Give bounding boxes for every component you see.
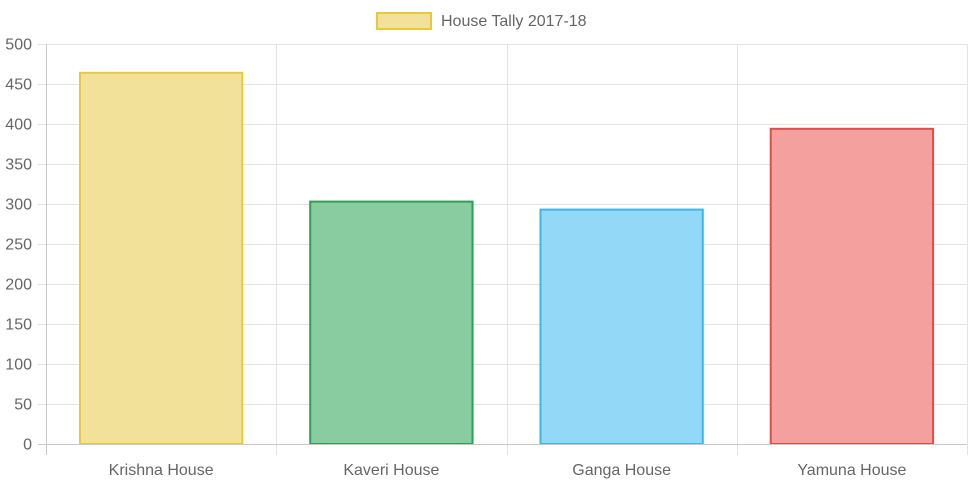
- y-tick-label: 50: [14, 397, 32, 414]
- y-tick-labels: 0 50 100 150 200 250 300 350 400 450 500: [5, 37, 32, 454]
- legend-label[interactable]: House Tally 2017-18: [441, 13, 587, 30]
- x-tick-label: Kaveri House: [343, 462, 439, 479]
- y-tick-label: 500: [5, 37, 32, 54]
- bar[interactable]: [769, 127, 935, 446]
- axes: [38, 44, 967, 455]
- y-tick-label: 450: [5, 77, 32, 94]
- y-tick-label: 0: [23, 437, 32, 454]
- y-tick-label: 100: [5, 357, 32, 374]
- bar[interactable]: [539, 208, 704, 445]
- x-tick-label: Yamuna House: [797, 462, 906, 479]
- x-tick-label: Ganga House: [572, 462, 671, 479]
- y-tick-label: 400: [5, 117, 32, 134]
- x-tick-labels: Krishna House Kaveri House Ganga House Yamu…: [109, 462, 907, 479]
- legend-swatch[interactable]: [376, 12, 432, 30]
- bar[interactable]: [309, 200, 474, 445]
- legend[interactable]: House Tally 2017-18: [376, 12, 587, 30]
- x-tick-label: Krishna House: [109, 462, 214, 479]
- bars: [78, 71, 935, 446]
- y-tick-label: 150: [5, 317, 32, 334]
- bar[interactable]: [78, 71, 244, 446]
- y-tick-label: 350: [5, 157, 32, 174]
- y-tick-label: 300: [5, 197, 32, 214]
- y-tick-label: 250: [5, 237, 32, 254]
- y-tick-label: 200: [5, 277, 32, 294]
